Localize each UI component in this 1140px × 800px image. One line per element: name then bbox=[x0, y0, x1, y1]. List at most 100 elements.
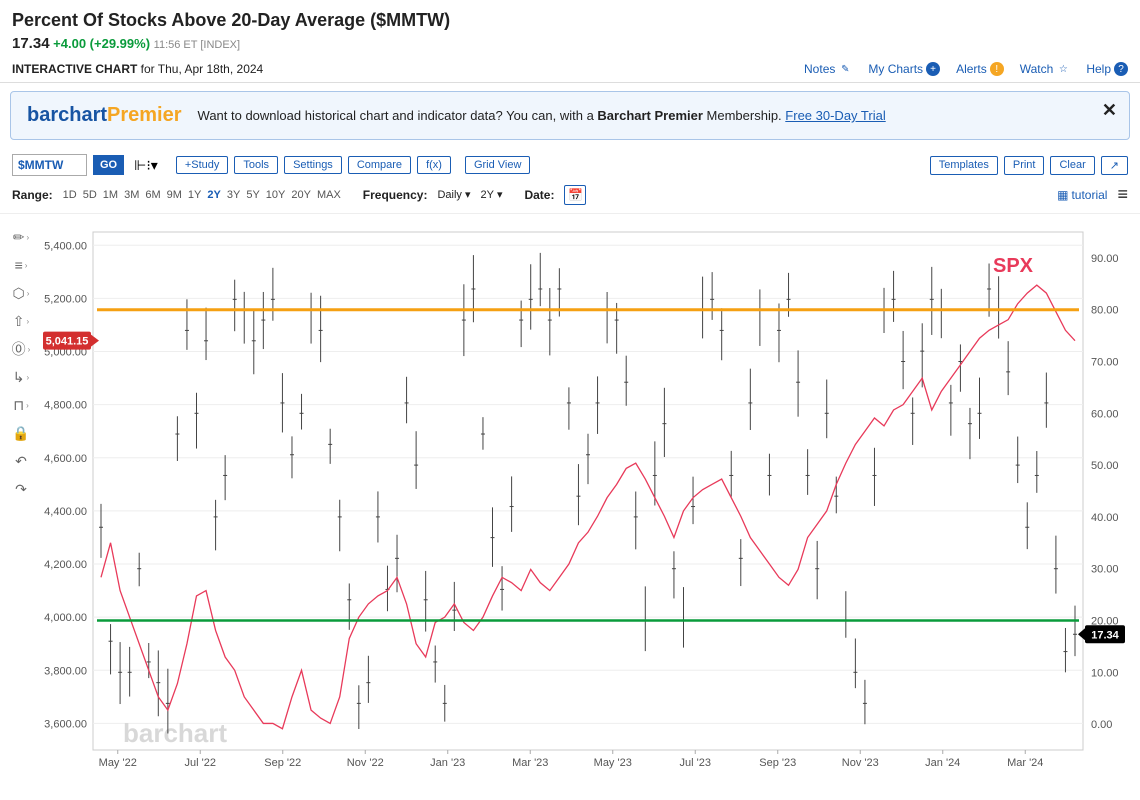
date-picker[interactable]: 📅 bbox=[564, 185, 586, 205]
notes-link[interactable]: Notes✎ bbox=[804, 62, 852, 76]
price-change: +4.00 (+29.99%) bbox=[53, 36, 150, 51]
help-icon: ? bbox=[1114, 62, 1128, 76]
draw-tool-5[interactable]: ↳› bbox=[7, 366, 35, 388]
top-links: Notes✎ My Charts+ Alerts! Watch☆ Help? bbox=[804, 62, 1128, 76]
freq-label: Frequency: bbox=[363, 188, 428, 202]
range-opt-1Y[interactable]: 1Y bbox=[188, 189, 201, 201]
svg-text:Mar '23: Mar '23 bbox=[512, 757, 548, 769]
svg-text:80.00: 80.00 bbox=[1091, 305, 1119, 317]
clear-button[interactable]: Clear bbox=[1050, 156, 1094, 175]
quote-line: 17.34 +4.00 (+29.99%) 11:56 ET [INDEX] bbox=[12, 35, 1128, 52]
svg-text:4,000.00: 4,000.00 bbox=[44, 612, 87, 624]
draw-tool-3[interactable]: ⇧› bbox=[7, 310, 35, 332]
svg-text:Jan '24: Jan '24 bbox=[925, 757, 960, 769]
svg-text:May '22: May '22 bbox=[99, 757, 137, 769]
templates-button[interactable]: Templates bbox=[930, 156, 998, 175]
alerts-link[interactable]: Alerts! bbox=[956, 62, 1004, 76]
period-select[interactable]: 2Y ▾ bbox=[480, 188, 502, 201]
tutorial-link[interactable]: ▦tutorial bbox=[1057, 188, 1107, 202]
banner-logo: barchartPremier bbox=[27, 104, 182, 127]
svg-text:SPX: SPX bbox=[993, 255, 1034, 277]
star-icon: ☆ bbox=[1056, 62, 1070, 76]
help-link[interactable]: Help? bbox=[1086, 62, 1128, 76]
range-opt-2Y[interactable]: 2Y bbox=[207, 189, 220, 201]
plus-icon: + bbox=[926, 62, 940, 76]
timestamp: 11:56 ET [INDEX] bbox=[154, 39, 240, 51]
go-button[interactable]: GO bbox=[93, 155, 124, 175]
range-opt-6M[interactable]: 6M bbox=[145, 189, 160, 201]
svg-text:5,041.15: 5,041.15 bbox=[46, 336, 89, 348]
freq-select[interactable]: Daily ▾ bbox=[437, 188, 470, 201]
svg-text:4,400.00: 4,400.00 bbox=[44, 506, 87, 518]
fx-button[interactable]: f(x) bbox=[417, 156, 451, 174]
banner-text: Want to download historical chart and in… bbox=[198, 108, 886, 123]
range-row: Range: 1D 5D 1M 3M 6M 9M 1Y 2Y 3Y 5Y 10Y 20Y MAX Fre… bbox=[0, 182, 1140, 214]
svg-text:4,600.00: 4,600.00 bbox=[44, 453, 87, 465]
expand-button[interactable]: ↗ bbox=[1101, 156, 1128, 175]
draw-tool-1[interactable]: ≡› bbox=[7, 254, 35, 276]
chart[interactable]: 3,600.00 3,800.00 4,000.00 4,200.00 4,400.00… bbox=[38, 220, 1130, 790]
range-opt-10Y[interactable]: 10Y bbox=[266, 189, 286, 201]
svg-text:May '23: May '23 bbox=[594, 757, 632, 769]
svg-text:0.00: 0.00 bbox=[1091, 719, 1112, 731]
svg-text:90.00: 90.00 bbox=[1091, 253, 1119, 265]
svg-text:Jul '22: Jul '22 bbox=[185, 757, 216, 769]
svg-text:5,200.00: 5,200.00 bbox=[44, 293, 87, 305]
tools-button[interactable]: Tools bbox=[234, 156, 278, 174]
range-opt-5D[interactable]: 5D bbox=[83, 189, 97, 201]
draw-tool-6[interactable]: ⊓› bbox=[7, 394, 35, 416]
print-button[interactable]: Print bbox=[1004, 156, 1045, 175]
range-opt-5Y[interactable]: 5Y bbox=[246, 189, 259, 201]
draw-tool-2[interactable]: ⬡› bbox=[7, 282, 35, 304]
svg-text:3,600.00: 3,600.00 bbox=[44, 718, 87, 730]
range-opt-20Y[interactable]: 20Y bbox=[291, 189, 311, 201]
toolbar: GO ⊩⁝▾ +Study Tools Settings Compare f(x… bbox=[0, 148, 1140, 182]
chart-type-button[interactable]: ⊩⁝▾ bbox=[130, 155, 162, 176]
range-opt-3M[interactable]: 3M bbox=[124, 189, 139, 201]
draw-tool-8[interactable]: ↶ bbox=[7, 450, 35, 472]
symbol-input[interactable] bbox=[12, 154, 87, 176]
svg-text:10.00: 10.00 bbox=[1091, 667, 1119, 679]
svg-text:5,400.00: 5,400.00 bbox=[44, 240, 87, 252]
svg-text:4,800.00: 4,800.00 bbox=[44, 400, 87, 412]
svg-text:70.00: 70.00 bbox=[1091, 357, 1119, 369]
svg-text:Jan '23: Jan '23 bbox=[430, 757, 465, 769]
svg-text:Nov '23: Nov '23 bbox=[842, 757, 879, 769]
range-opt-1M[interactable]: 1M bbox=[103, 189, 118, 201]
range-opt-3Y[interactable]: 3Y bbox=[227, 189, 240, 201]
svg-text:Sep '22: Sep '22 bbox=[264, 757, 301, 769]
draw-tool-9[interactable]: ↷ bbox=[7, 478, 35, 500]
banner-close-icon[interactable]: ✕ bbox=[1102, 100, 1117, 121]
mycharts-link[interactable]: My Charts+ bbox=[868, 62, 940, 76]
svg-text:Mar '24: Mar '24 bbox=[1007, 757, 1043, 769]
draw-tool-0[interactable]: ✏› bbox=[7, 226, 35, 248]
alert-icon: ! bbox=[990, 62, 1004, 76]
svg-text:3,800.00: 3,800.00 bbox=[44, 665, 87, 677]
settings-button[interactable]: Settings bbox=[284, 156, 342, 174]
range-opt-1D[interactable]: 1D bbox=[63, 189, 77, 201]
edit-icon: ✎ bbox=[838, 62, 852, 76]
range-opt-9M[interactable]: 9M bbox=[167, 189, 182, 201]
page-title: Percent Of Stocks Above 20-Day Average (… bbox=[12, 10, 1128, 31]
svg-text:17.34: 17.34 bbox=[1091, 629, 1119, 641]
gridview-button[interactable]: Grid View bbox=[465, 156, 530, 174]
svg-text:4,200.00: 4,200.00 bbox=[44, 559, 87, 571]
premier-banner: barchartPremier Want to download histori… bbox=[10, 91, 1130, 140]
svg-text:Nov '22: Nov '22 bbox=[347, 757, 384, 769]
draw-tool-7[interactable]: 🔒 bbox=[7, 422, 35, 444]
drawing-tools: ✏› ≡› ⬡› ⇧› ⓪› ↳› ⊓› 🔒 ↶ ↷ bbox=[4, 220, 38, 790]
last-price: 17.34 bbox=[12, 35, 50, 52]
draw-tool-4[interactable]: ⓪› bbox=[7, 338, 35, 360]
range-label: Range: bbox=[12, 188, 53, 202]
menu-icon[interactable]: ≡ bbox=[1117, 184, 1128, 205]
range-opt-MAX[interactable]: MAX bbox=[317, 189, 341, 201]
svg-text:50.00: 50.00 bbox=[1091, 460, 1119, 472]
watch-link[interactable]: Watch☆ bbox=[1020, 62, 1071, 76]
compare-button[interactable]: Compare bbox=[348, 156, 411, 174]
svg-text:Sep '23: Sep '23 bbox=[759, 757, 796, 769]
svg-text:Jul '23: Jul '23 bbox=[680, 757, 711, 769]
svg-text:40.00: 40.00 bbox=[1091, 512, 1119, 524]
study-button[interactable]: +Study bbox=[176, 156, 229, 174]
subtitle: INTERACTIVE CHART for Thu, Apr 18th, 202… bbox=[12, 62, 263, 76]
banner-trial-link[interactable]: Free 30-Day Trial bbox=[785, 108, 885, 123]
